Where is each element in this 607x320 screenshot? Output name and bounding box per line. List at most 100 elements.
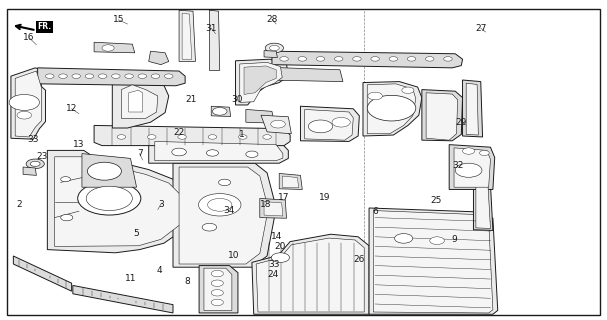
Circle shape: [298, 57, 307, 61]
Circle shape: [280, 57, 288, 61]
Text: 19: 19: [319, 193, 330, 202]
Circle shape: [61, 177, 70, 182]
Polygon shape: [422, 90, 463, 141]
Circle shape: [246, 151, 258, 157]
Polygon shape: [149, 138, 288, 163]
Text: 33: 33: [269, 260, 280, 269]
Circle shape: [211, 290, 223, 296]
Circle shape: [151, 74, 160, 78]
Polygon shape: [15, 71, 41, 137]
Text: 26: 26: [354, 255, 365, 264]
Text: 5: 5: [134, 229, 140, 238]
Circle shape: [112, 74, 120, 78]
Polygon shape: [256, 238, 364, 312]
Polygon shape: [112, 77, 169, 128]
Polygon shape: [244, 66, 276, 94]
Text: 28: 28: [266, 15, 277, 24]
Polygon shape: [272, 51, 463, 68]
Polygon shape: [300, 106, 359, 141]
Circle shape: [270, 45, 279, 51]
Circle shape: [86, 186, 132, 211]
Polygon shape: [261, 115, 291, 134]
Circle shape: [265, 43, 283, 53]
Circle shape: [9, 94, 39, 110]
Circle shape: [480, 150, 489, 156]
Text: 4: 4: [156, 266, 162, 275]
Text: 21: 21: [186, 95, 197, 104]
Circle shape: [455, 163, 482, 177]
Polygon shape: [149, 51, 169, 65]
Polygon shape: [73, 285, 173, 313]
Circle shape: [202, 223, 217, 231]
Circle shape: [208, 198, 232, 211]
Text: FR.: FR.: [38, 22, 52, 31]
Polygon shape: [363, 82, 422, 136]
Polygon shape: [55, 157, 181, 246]
Text: 22: 22: [174, 128, 185, 137]
Polygon shape: [252, 234, 369, 314]
Circle shape: [164, 74, 173, 78]
Circle shape: [59, 74, 67, 78]
Circle shape: [271, 253, 290, 262]
Text: 14: 14: [271, 232, 282, 241]
Text: 8: 8: [184, 277, 190, 286]
Polygon shape: [266, 67, 343, 82]
Text: 11: 11: [125, 274, 136, 283]
Text: 7: 7: [137, 149, 143, 158]
Polygon shape: [373, 211, 493, 313]
Circle shape: [332, 117, 350, 127]
Polygon shape: [473, 183, 493, 230]
Text: 18: 18: [260, 200, 271, 209]
Circle shape: [30, 161, 40, 166]
Polygon shape: [47, 150, 187, 253]
Circle shape: [219, 179, 231, 186]
Circle shape: [316, 57, 325, 61]
Polygon shape: [38, 68, 185, 86]
Circle shape: [389, 57, 398, 61]
Text: 32: 32: [453, 161, 464, 170]
Text: 31: 31: [206, 24, 217, 33]
Text: 15: 15: [113, 15, 124, 24]
Polygon shape: [11, 68, 46, 139]
Polygon shape: [204, 268, 232, 310]
Circle shape: [371, 57, 379, 61]
Polygon shape: [121, 85, 158, 118]
Circle shape: [426, 57, 434, 61]
Circle shape: [26, 159, 44, 169]
Circle shape: [198, 194, 241, 216]
Polygon shape: [179, 167, 268, 264]
Text: 30: 30: [231, 95, 242, 104]
Polygon shape: [240, 62, 282, 102]
Polygon shape: [94, 42, 135, 53]
Circle shape: [61, 214, 73, 221]
Circle shape: [211, 280, 223, 286]
Text: 33: 33: [28, 135, 39, 144]
Polygon shape: [182, 13, 192, 59]
Circle shape: [463, 148, 475, 154]
Polygon shape: [466, 83, 478, 135]
Circle shape: [368, 92, 382, 100]
Text: 34: 34: [224, 206, 235, 215]
Circle shape: [367, 95, 416, 121]
Polygon shape: [199, 266, 238, 313]
Polygon shape: [94, 125, 290, 146]
Text: 16: 16: [24, 33, 35, 42]
Circle shape: [17, 111, 32, 119]
Text: 27: 27: [475, 24, 486, 33]
Circle shape: [308, 120, 333, 133]
Text: 13: 13: [73, 140, 84, 148]
Circle shape: [353, 57, 361, 61]
Text: 2: 2: [16, 200, 22, 209]
Circle shape: [395, 234, 413, 243]
Circle shape: [172, 148, 186, 156]
Circle shape: [117, 135, 126, 139]
Polygon shape: [179, 10, 195, 61]
Circle shape: [85, 74, 93, 78]
Text: 1: 1: [239, 130, 245, 139]
Polygon shape: [82, 154, 137, 187]
Circle shape: [444, 57, 452, 61]
Circle shape: [271, 120, 285, 128]
Polygon shape: [279, 173, 302, 189]
Circle shape: [212, 108, 227, 115]
Text: 3: 3: [158, 200, 164, 209]
